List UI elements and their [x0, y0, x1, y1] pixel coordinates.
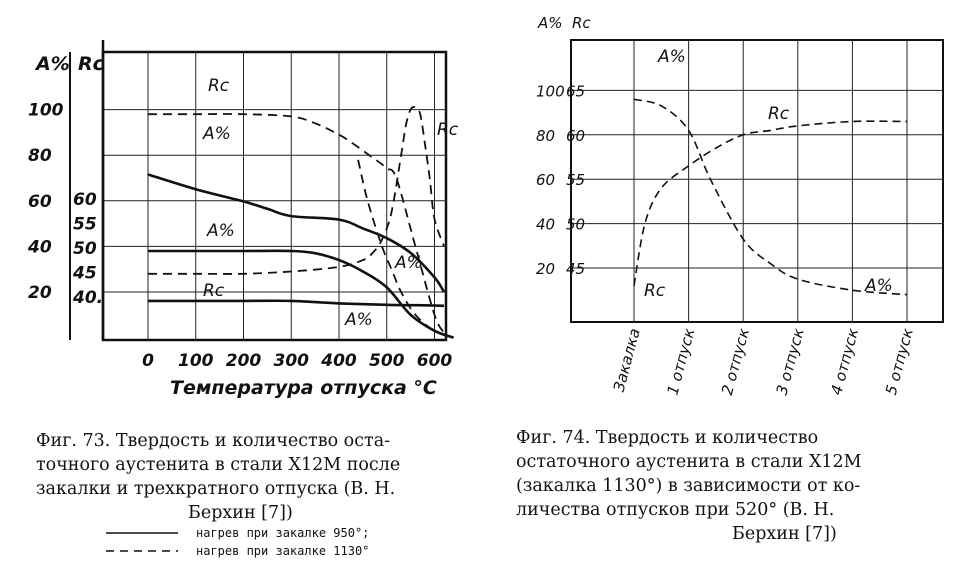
fig73-x-ticks: 0 100 200 300 400 500 600 [142, 351, 452, 371]
fig74-tick-x-1: 1 отпуск [663, 326, 698, 397]
fig73-tick-x-5: 500 [369, 351, 405, 371]
fig74-grid [571, 40, 943, 322]
fig73-grid [103, 52, 446, 340]
fig73-tick-a-0: 20 [28, 283, 52, 303]
fig73-tick-a-1: 40 [27, 237, 52, 257]
fig74-tick-x-0: Закалка [610, 326, 644, 393]
fig74-tick-x-5: 5 отпуск [882, 326, 917, 397]
fig73-tick-a-4: 100 [28, 101, 64, 121]
fig73-tick-rc-2: 50 [73, 239, 97, 259]
fig73-tick-rc-4: 60 [73, 190, 97, 210]
caption-fig74-line-4: личества отпусков при 520° (В. Н. [516, 500, 834, 520]
fig74-tick-x-2: 2 отпуск [718, 326, 753, 397]
legend-dashed-text: нагрев при закалке 1130° [196, 544, 369, 558]
fig74-tick-rc-1: 50 [566, 216, 585, 234]
fig73-tick-rc-1: 45 [72, 264, 97, 284]
caption-fig74-line-1: Фиг. 74. Твердость и количество [516, 428, 818, 448]
fig74-curve-labels: A% Rc Rc A% [644, 47, 893, 301]
fig73-label-rc-2: Rc [437, 120, 459, 140]
fig74-label-a-2: A% [864, 276, 893, 296]
fig73-y-right-label: Rc [78, 53, 105, 75]
fig73-series-4 [148, 106, 445, 275]
fig74-tick-rc-0: 45 [566, 260, 585, 278]
fig74-tick-x-3: 3 отпуск [773, 326, 808, 397]
fig73-tick-x-0: 0 [142, 351, 154, 371]
fig74-series-0 [633, 98, 908, 296]
fig74-tick-a-3: 80 [536, 127, 555, 145]
fig74-series [633, 98, 908, 296]
fig74-label-rc-1: Rc [768, 104, 790, 124]
fig74-y-left-label: A% [537, 14, 563, 32]
legend-solid-text: нагрев при закалке 950°; [196, 526, 369, 540]
fig73-series [147, 106, 455, 339]
figure-74: A% Rc 20 40 60 80 100 45 50 55 60 65 Закалка 1 отп… [536, 14, 944, 397]
caption-fig74: Фиг. 74. Твердость и количество остаточн… [516, 428, 862, 544]
fig73-series-1 [147, 113, 445, 334]
fig73-curve-labels: Rc A% Rc A% Rc A% A% [202, 76, 459, 330]
fig73-label-a-4: A% [344, 310, 373, 330]
fig74-tick-rc-2: 55 [566, 171, 585, 189]
fig73-tick-x-2: 200 [226, 351, 262, 371]
fig74-tick-rc-4: 65 [566, 82, 585, 100]
fig74-plot-frame [570, 39, 944, 323]
fig74-tick-a-2: 60 [536, 171, 555, 189]
fig74-tick-rc-3: 60 [566, 127, 585, 145]
fig73-series-5 [357, 159, 454, 339]
caption-fig73-line-4: Берхин [7]) [188, 503, 293, 523]
caption-fig74-line-5: Берхин [7]) [732, 524, 837, 544]
fig74-label-rc-2: Rc [644, 281, 666, 301]
fig73-y-ticks: 20 40 60 80 100 40. 45 50 55 60 [27, 101, 103, 308]
fig74-x-ticks: Закалка 1 отпуск 2 отпуск 3 отпуск 4 отпуск 5… [610, 326, 917, 397]
fig73-series-3 [148, 249, 455, 339]
fig73-tick-rc-3: 55 [73, 215, 97, 235]
fig73-series-0 [147, 173, 446, 293]
fig74-label-a-1: A% [657, 47, 686, 67]
fig74-tick-a-0: 20 [536, 260, 555, 278]
caption-fig73-line-1: Фиг. 73. Твердость и количество оста- [36, 431, 390, 451]
caption-fig74-line-2: остаточного аустенита в стали Х12М [516, 452, 862, 472]
fig73-label-a-3: A% [394, 253, 423, 273]
fig74-y-right-label: Rc [572, 14, 591, 32]
fig73-tick-x-6: 600 [417, 351, 453, 371]
fig74-tick-a-4: 100 [536, 82, 565, 100]
caption-fig73-line-2: точного аустенита в стали Х12М после [36, 455, 400, 475]
fig73-x-label: Температура отпуска °С [170, 377, 437, 399]
fig74-tick-a-1: 40 [536, 216, 555, 234]
fig73-tick-x-4: 400 [320, 351, 357, 371]
legend: нагрев при закалке 950°; нагрев при зака… [106, 526, 369, 558]
fig74-series-1 [633, 120, 908, 286]
fig73-label-a-2: A% [206, 221, 235, 241]
caption-fig73: Фиг. 73. Твердость и количество оста- то… [36, 431, 400, 523]
fig73-series-2 [148, 299, 445, 308]
figure-73: A% Rc 20 40 60 80 100 40. 45 50 55 60 0 100 200 300 4… [27, 40, 459, 399]
caption-fig74-line-3: (закалка 1130°) в зависимости от ко- [516, 476, 860, 496]
fig74-y-ticks: 20 40 60 80 100 45 50 55 60 65 [536, 82, 585, 278]
fig73-tick-a-3: 80 [28, 146, 52, 166]
fig73-label-rc-1: Rc [208, 76, 230, 96]
fig73-tick-rc-0: 40. [72, 288, 103, 308]
fig73-label-rc-3: Rc [203, 281, 225, 301]
fig73-y-left-label: A% [34, 53, 70, 75]
fig73-tick-x-3: 300 [274, 351, 310, 371]
fig73-tick-x-1: 100 [178, 351, 214, 371]
fig73-tick-a-2: 60 [28, 192, 52, 212]
fig73-label-a-1: A% [202, 124, 231, 144]
caption-fig73-line-3: закалки и трехкратного отпуска (В. Н. [36, 479, 395, 499]
fig74-tick-x-4: 4 отпуск [827, 326, 862, 397]
